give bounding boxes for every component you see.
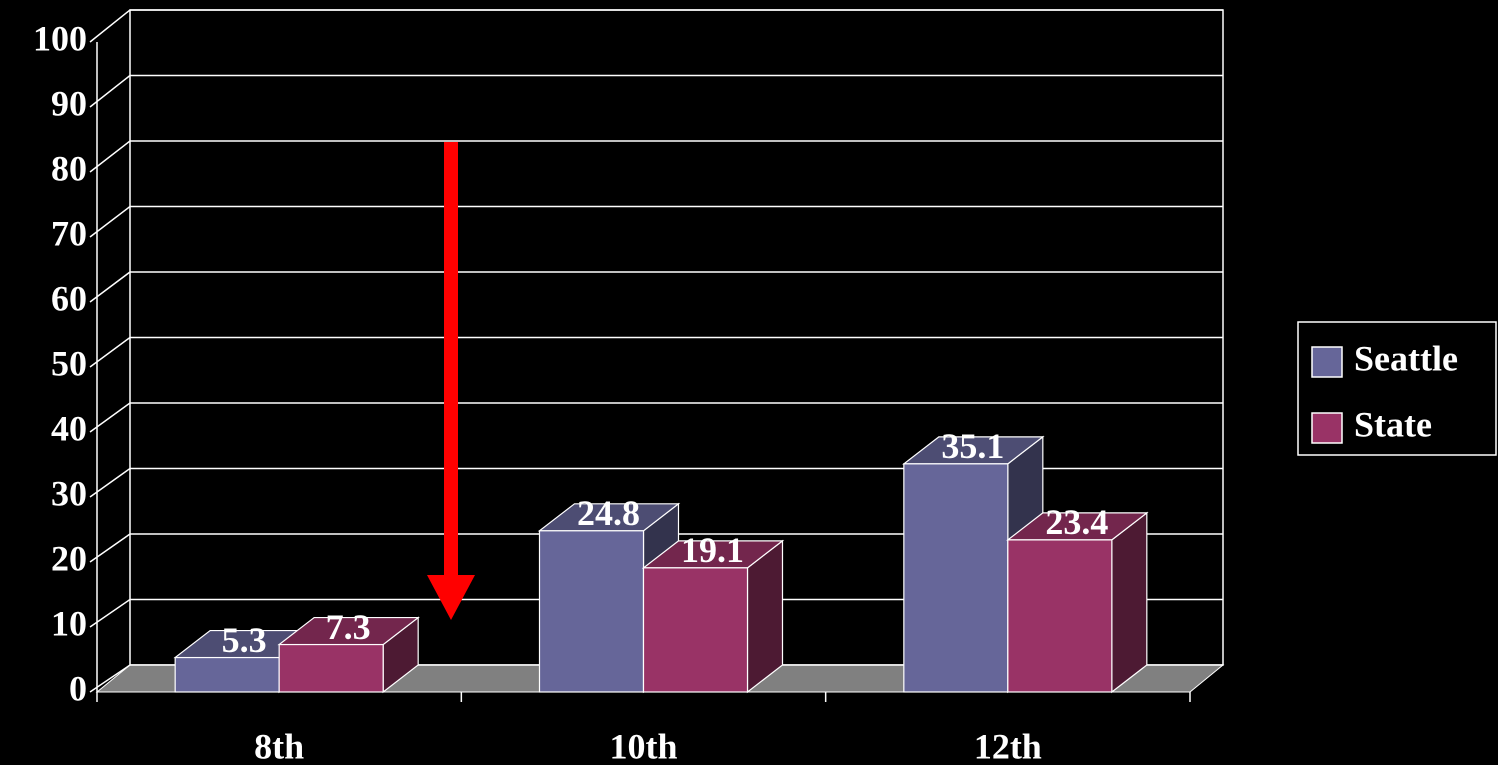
bar-front [278, 643, 384, 693]
tick-mark [89, 140, 131, 173]
bars: 5.3 7.3 24.8 19.1 35.1 23.4 [173, 426, 1149, 694]
bar-front [174, 656, 280, 693]
data-label: 19.1 [681, 530, 744, 570]
bar-front [903, 463, 1009, 693]
x-tick-label: 8th [254, 726, 304, 765]
legend-label: Seattle [1354, 338, 1458, 378]
data-label: 23.4 [1045, 502, 1108, 542]
y-tick-label: 60 [51, 278, 87, 318]
tick-mark [89, 336, 131, 368]
y-tick-label: 20 [51, 538, 87, 578]
arrow [427, 142, 475, 620]
legend-swatch [1311, 412, 1343, 444]
bar [277, 616, 420, 694]
y-tick-label: 0 [69, 668, 87, 708]
data-label: 5.3 [222, 620, 267, 660]
y-tick-label: 100 [33, 18, 87, 58]
bar-front [538, 530, 645, 693]
tick-mark [89, 664, 131, 693]
tick-mark [89, 533, 131, 563]
tick-mark [89, 74, 131, 108]
legend-swatch [1311, 346, 1343, 378]
bar [1006, 511, 1149, 694]
data-label: 35.1 [941, 426, 1004, 466]
y-tick-label: 40 [51, 408, 87, 448]
y-tick-label: 50 [51, 343, 87, 383]
bar [641, 539, 785, 694]
y-tick-label: 10 [51, 603, 87, 643]
y-tick-label: 30 [51, 473, 87, 513]
tick-mark [89, 271, 131, 303]
data-label: 24.8 [577, 493, 640, 533]
tick-mark [89, 402, 131, 433]
legend-label: State [1354, 404, 1432, 444]
tick-mark [89, 9, 131, 43]
y-tick-label: 80 [51, 148, 87, 188]
tick-mark [89, 598, 131, 628]
data-label: 7.3 [326, 607, 371, 647]
bar-front [642, 567, 749, 693]
y-tick-label: 90 [51, 83, 87, 123]
bar-side [1111, 511, 1148, 694]
tick-mark [89, 467, 131, 498]
legend: Seattle State [1297, 321, 1497, 456]
tick-mark [89, 205, 131, 238]
y-tick-label: 70 [51, 213, 87, 253]
x-tick-label: 10th [609, 726, 677, 765]
x-tick-label: 12th [974, 726, 1042, 765]
bar-front [1007, 539, 1113, 693]
